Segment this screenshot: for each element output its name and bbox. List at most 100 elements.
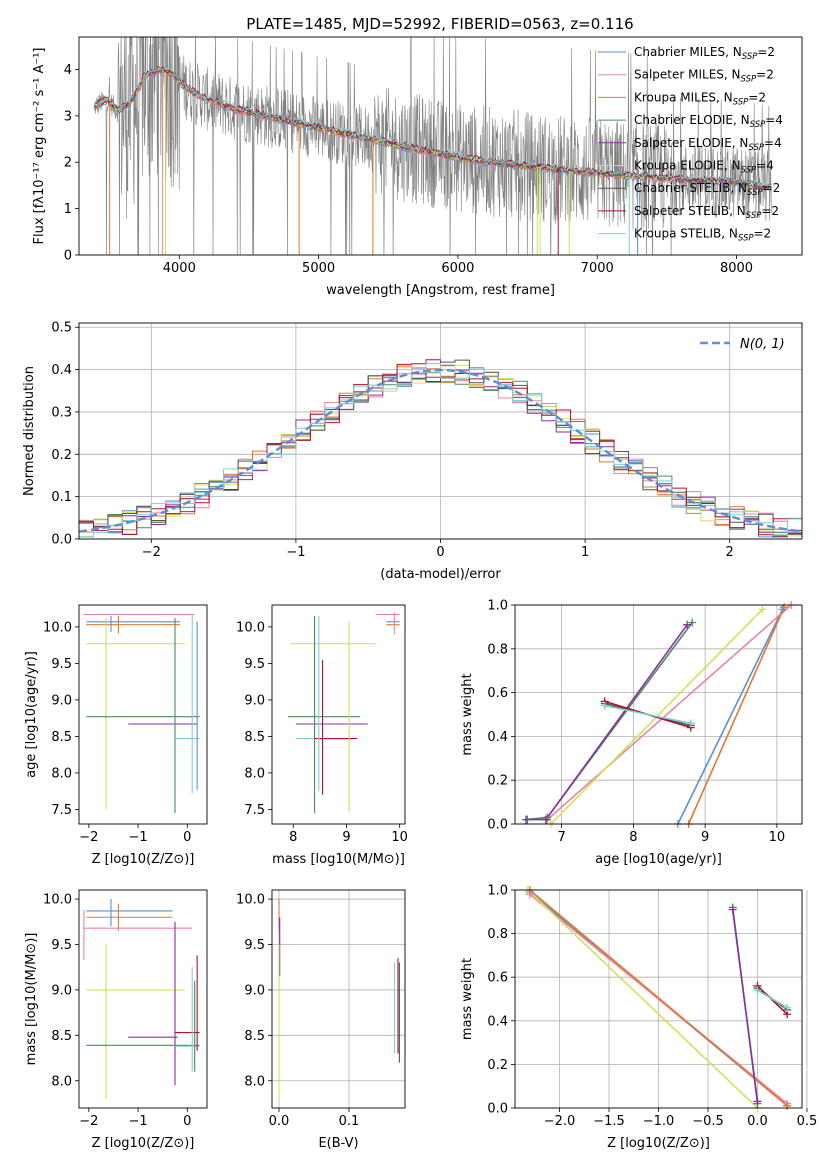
x-tick-label: 9 [701, 830, 709, 845]
y-tick-label: 0.8 [487, 927, 508, 942]
plot-area [527, 890, 788, 1108]
weight-marker [758, 605, 767, 614]
x-tick-label: −2.0 [544, 1114, 576, 1129]
y-tick-label: 8.0 [244, 766, 265, 781]
x-tick-label: −2 [142, 545, 161, 560]
weight-marker [686, 719, 695, 728]
y-tick-label: 2 [64, 156, 72, 171]
y-tick-label: 0.2 [487, 774, 508, 789]
y-tick-label: 7.5 [51, 803, 72, 818]
y-tick-label: 0.4 [487, 1014, 508, 1029]
y-tick-label: 1.0 [487, 884, 508, 899]
y-tick-label: 0 [64, 249, 72, 264]
legend-subscript: SSP [746, 211, 762, 221]
weight-line-kroupa-stelib [604, 704, 691, 725]
x-tick-label: 0 [436, 545, 444, 560]
legend-entry: Salpeter ELODIE, NSSP=4 [634, 136, 782, 153]
weight-line-kroupa-elodie [527, 890, 759, 1108]
panel-mass-vs-ebv: 0.0 0.1 8.0 8.5 9.0 9.5 10.0 E(B-V) [236, 889, 406, 1151]
legend-entry: Salpeter STELIB, NSSP=2 [634, 204, 779, 221]
legend-name: Chabrier MILES, N [634, 45, 742, 59]
gaussian-curve [79, 368, 802, 533]
y-tick-label: 0.0 [51, 533, 72, 548]
plot-area [93, 37, 772, 255]
y-tick-label: 7.5 [244, 803, 265, 818]
axes-frame [514, 889, 803, 1109]
axes-frame [78, 889, 208, 1109]
panel-weight-vs-age: 7 8 9 10 0.0 0.2 0.4 0.6 0.8 1.0 age [log10(age/yr… [460, 599, 803, 867]
x-tick-label: 8000 [720, 261, 753, 276]
legend-value: =4 [765, 113, 783, 127]
y-axis-label: mass [log10(M/M⊙)] [24, 933, 39, 1066]
legend-subscript: SSP [738, 234, 754, 244]
y-axis-label: Normed distribution [22, 366, 37, 496]
x-axis-label: Z [log10(Z/Z⊙)] [92, 852, 195, 867]
model-line-salpeter-stelib [94, 65, 772, 189]
y-tick-label: 9.0 [244, 693, 265, 708]
legend-entry: Salpeter MILES, NSSP=2 [634, 68, 774, 85]
plot-area [525, 605, 792, 824]
panel-age-vs-Z: −2 −1 0 7.5 8.0 8.5 9.0 9.5 10.0 Z [log10(Z/Z⊙)] a… [24, 604, 208, 867]
x-tick-label: 4000 [163, 261, 196, 276]
y-tick-label: 0.6 [487, 971, 508, 986]
y-tick-label: 0.4 [51, 363, 72, 378]
y-axis-label: mass weight [460, 673, 475, 755]
weight-line-salpeter-elodie [527, 624, 688, 821]
model-line-kroupa-stelib [94, 67, 772, 189]
weight-marker [688, 618, 697, 627]
legend-subscript: SSP [741, 75, 757, 85]
x-tick-label: −1 [128, 1114, 147, 1129]
y-tick-label: 9.0 [51, 693, 72, 708]
panel-mass-vs-Z: −2 −1 0 8.0 8.5 9.0 9.5 10.0 Z [log10(Z/Z⊙)] mass… [24, 889, 208, 1151]
x-axis-label: (data-model)/error [380, 567, 501, 582]
y-axis-label: age [log10(age/yr)] [24, 651, 39, 778]
y-tick-label: 4 [64, 63, 72, 78]
y-tick-label: 9.5 [51, 938, 72, 953]
legend-subscript: SSP [750, 120, 766, 130]
legend-entry: Chabrier STELIB, NSSP=2 [634, 181, 780, 198]
legend-entry: Chabrier ELODIE, NSSP=4 [634, 113, 783, 130]
legend-name: Chabrier STELIB, N [634, 181, 747, 195]
axes-frame [78, 322, 803, 540]
y-tick-label: 0.2 [487, 1058, 508, 1073]
x-tick-label: 1 [581, 545, 589, 560]
x-tick-label: 7 [557, 830, 565, 845]
spectrum-data-line [94, 37, 772, 255]
panel-spectrum: 4000 5000 6000 7000 8000 0 1 2 3 4 wavelength [Ang… [32, 36, 803, 298]
x-tick-label: 2 [726, 545, 734, 560]
panel-weight-vs-Z: −2.0 −1.5 −1.0 −0.5 0.0 0.5 0.0 0.2 0.4 0.6 0.8 1.0… [460, 884, 817, 1152]
x-axis-label: E(B-V) [318, 1136, 358, 1151]
y-tick-label: 0.3 [51, 405, 72, 420]
panel-residuals: −2 −1 0 1 2 0.0 0.1 0.2 0.3 0.4 0.5 (data-model)/er… [22, 321, 803, 582]
y-tick-label: 8.5 [51, 1029, 72, 1044]
weight-line-chabrier-miles [677, 609, 784, 824]
legend-name: Salpeter MILES, N [634, 68, 741, 82]
y-tick-label: 3 [64, 109, 72, 124]
legend-value: =2 [754, 227, 772, 241]
legend-name: Chabrier ELODIE, N [634, 113, 750, 127]
x-tick-label: −2 [79, 830, 98, 845]
weight-marker [683, 620, 692, 629]
legend-subscript: SSP [741, 166, 757, 176]
y-tick-label: 9.5 [244, 938, 265, 953]
x-tick-label: −1 [128, 830, 147, 845]
x-tick-label: −1.5 [593, 1114, 625, 1129]
x-axis-label: wavelength [Angstrom, rest frame] [326, 283, 555, 298]
x-tick-label: 8 [289, 830, 297, 845]
y-tick-label: 8.0 [51, 766, 72, 781]
legend-subscript: SSP [748, 143, 764, 153]
axes-frame [514, 604, 803, 825]
y-tick-label: 8.5 [244, 1029, 265, 1044]
axes-frame [78, 36, 803, 256]
legend-name: Salpeter STELIB, N [634, 204, 746, 218]
y-axis-label: mass weight [460, 958, 475, 1040]
legend-name: Kroupa ELODIE, N [634, 159, 741, 173]
y-tick-label: 8.0 [51, 1074, 72, 1089]
x-tick-label: 9 [342, 830, 350, 845]
legend-value: =2 [756, 68, 774, 82]
panel-age-vs-mass: 8 9 10 7.5 8.0 8.5 9.0 9.5 10.0 mass [log10(M/M⊙)… [236, 604, 408, 867]
y-tick-label: 0.8 [487, 642, 508, 657]
legend-name: Kroupa MILES, N [634, 90, 733, 104]
